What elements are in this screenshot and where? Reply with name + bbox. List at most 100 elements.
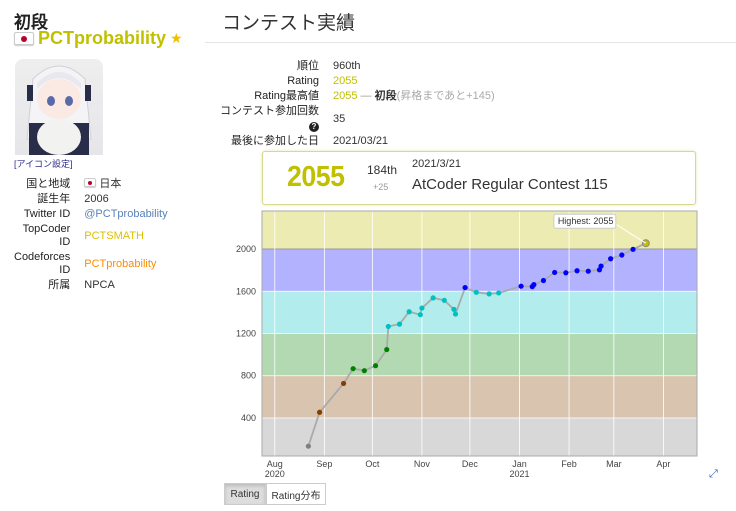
x-tick-label: Apr xyxy=(656,459,670,469)
x-tick-year: 2021 xyxy=(509,469,529,479)
japan-flag-icon xyxy=(84,178,97,187)
rating-point[interactable] xyxy=(585,268,591,274)
x-tick-label: Dec xyxy=(462,459,479,469)
highest-label: Rating最高値 xyxy=(254,90,319,102)
highest-value: 2055 xyxy=(333,90,358,102)
rating-point[interactable] xyxy=(361,368,367,374)
card-contest-name[interactable]: AtCoder Regular Contest 115 xyxy=(412,176,608,193)
rating-point[interactable] xyxy=(372,363,379,369)
x-tick-year: 2020 xyxy=(265,469,285,479)
last-participated-value: 2021/03/21 xyxy=(333,135,389,147)
rating-line xyxy=(307,242,647,447)
rating-point[interactable] xyxy=(574,268,580,274)
highest-annotation: Highest: 2055 xyxy=(553,213,647,244)
x-tick-label: Feb xyxy=(561,459,577,469)
tab-rating-distribution[interactable]: Rating分布 xyxy=(266,483,326,505)
card-rank: 184th xyxy=(367,163,398,177)
latest-contest-card: 2055 184th +25 2021/3/21 AtCoder Regular… xyxy=(262,151,696,205)
x-tick-label: Mar xyxy=(606,459,622,469)
rating-point[interactable] xyxy=(406,309,412,315)
rating-point[interactable] xyxy=(451,306,457,312)
rating-point[interactable] xyxy=(608,256,614,262)
tab-rating[interactable]: Rating xyxy=(224,483,266,505)
affiliation-label: 所属 xyxy=(48,279,71,291)
expand-icon[interactable]: ⤢ xyxy=(709,468,718,480)
rating-point[interactable] xyxy=(563,270,569,276)
rating-point[interactable] xyxy=(630,246,636,252)
rating-point[interactable] xyxy=(462,284,468,291)
plot-border xyxy=(261,210,698,457)
card-date: 2021/3/21 xyxy=(412,158,461,170)
rating-value: 2055 xyxy=(333,75,358,87)
japan-flag-icon xyxy=(14,32,34,45)
rating-point[interactable] xyxy=(417,312,423,318)
rating-point[interactable] xyxy=(518,283,524,289)
twitter-link[interactable]: @PCTprobability xyxy=(84,208,168,220)
x-tick-label: Oct xyxy=(365,459,380,469)
contest-summary: 順位 960th Rating 2055 Rating最高値 2055 — 初段(昇格… xyxy=(220,59,495,149)
y-tick-label: 1200 xyxy=(236,329,256,339)
rating-point[interactable] xyxy=(305,443,311,449)
rating-point[interactable] xyxy=(350,366,356,372)
rating-point[interactable] xyxy=(430,295,436,301)
card-rating-diff: +25 xyxy=(373,182,389,192)
rating-point[interactable] xyxy=(384,346,390,353)
rating-band xyxy=(262,417,697,456)
y-tick-label: 1600 xyxy=(236,286,256,296)
rank-title: 初段 xyxy=(14,13,48,32)
rating-point[interactable] xyxy=(486,291,492,297)
rating-point[interactable] xyxy=(619,252,625,258)
y-tick-label: 400 xyxy=(241,413,256,423)
y-tick-label: 2000 xyxy=(236,244,256,254)
codeforces-label: Codeforces ID xyxy=(14,251,71,276)
rating-point[interactable] xyxy=(340,380,347,387)
y-tick-label: 800 xyxy=(241,371,256,381)
icon-setting-link[interactable]: [アイコン設定] xyxy=(14,159,73,169)
twitter-label: Twitter ID xyxy=(23,208,71,220)
rating-point[interactable] xyxy=(452,311,459,317)
contest-count-value: 35 xyxy=(333,112,346,125)
rating-point[interactable] xyxy=(316,409,323,415)
rating-point[interactable] xyxy=(496,290,502,296)
star-icon: ★ xyxy=(170,30,183,46)
rating-point[interactable] xyxy=(385,323,391,330)
x-tick-label: Sep xyxy=(316,459,332,469)
highest-separator: — xyxy=(357,90,375,102)
x-tick-label: Nov xyxy=(414,459,431,469)
rating-band xyxy=(262,333,697,376)
avatar xyxy=(15,59,103,155)
last-participated-label: 最後に参加した日 xyxy=(231,135,319,147)
rating-point[interactable] xyxy=(396,321,403,327)
rating-point[interactable] xyxy=(441,297,447,303)
rating-point[interactable] xyxy=(531,282,537,288)
rating-point[interactable] xyxy=(552,269,558,276)
rating-point[interactable] xyxy=(598,263,604,269)
card-rating: 2055 xyxy=(287,161,345,193)
topcoder-label: TopCoder ID xyxy=(22,223,71,248)
rank-value: 960th xyxy=(333,60,361,72)
highest-annotation-text: Highest: 2055 xyxy=(558,216,614,226)
rating-label: Rating xyxy=(287,75,319,87)
rating-point[interactable] xyxy=(540,277,547,284)
rating-point[interactable] xyxy=(419,305,425,311)
affiliation-value: NPCA xyxy=(84,279,115,291)
username: PCTprobability xyxy=(38,28,167,48)
page-title: コンテスト実績 xyxy=(222,13,356,34)
user-header: PCTprobability ★ xyxy=(14,28,183,49)
rating-band xyxy=(262,211,697,250)
x-tick-label: Jan xyxy=(512,459,527,469)
promotion-note: (昇格まであと+145) xyxy=(396,90,495,102)
topcoder-link[interactable]: PCTSMATH xyxy=(84,229,144,242)
country-value: 日本 xyxy=(99,178,122,190)
codeforces-link[interactable]: PCTprobability xyxy=(84,257,157,270)
divider xyxy=(205,42,736,43)
rank-label: 順位 xyxy=(297,60,319,72)
rating-band xyxy=(262,291,697,334)
birth-year-label: 誕生年 xyxy=(37,193,71,205)
profile-table: 国と地域 日本 誕生年 2006 Twitter ID @PCTprobabilit… xyxy=(14,178,168,294)
country-label: 国と地域 xyxy=(26,178,71,190)
x-tick-label: Aug xyxy=(267,459,283,469)
rating-point[interactable] xyxy=(473,289,479,295)
help-icon[interactable]: ? xyxy=(309,122,319,132)
